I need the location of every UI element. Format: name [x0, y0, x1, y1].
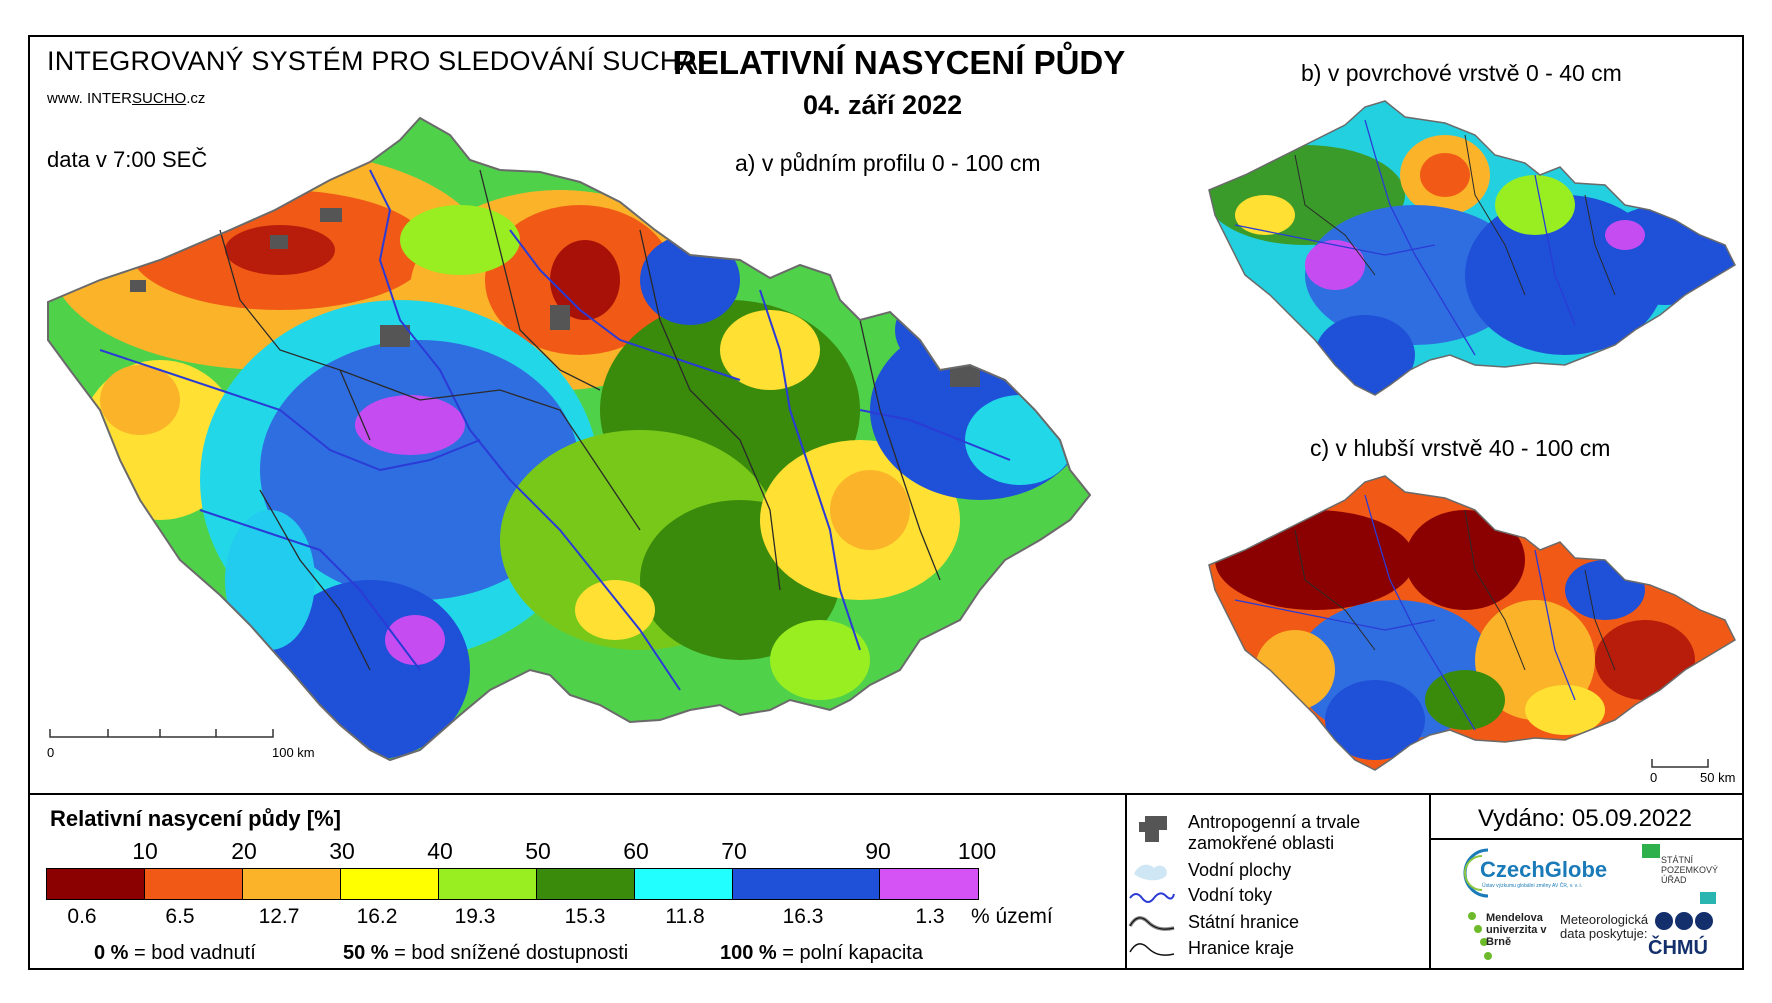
legend-swatch — [635, 869, 733, 899]
scale-bar-main — [49, 729, 274, 738]
legend-divider-vertical-2 — [1429, 795, 1431, 970]
rivers-label: Vodní toky — [1188, 885, 1273, 905]
mendel-logo-icon — [1468, 912, 1492, 960]
legend-divider — [28, 793, 1744, 795]
legend-tick: 90 — [865, 838, 891, 864]
state-border-icon — [1128, 916, 1175, 931]
map-date: 04. září 2022 — [803, 90, 963, 120]
legend-share: 12.7 — [258, 905, 300, 928]
data-time: data v 7:00 SEČ — [47, 147, 208, 172]
main-title: RELATIVNÍ NASYCENÍ PŮDY — [673, 44, 1126, 81]
system-title: INTEGROVANÝ SYSTÉM PRO SLEDOVÁNÍ SUCHA — [47, 46, 698, 76]
legend-swatch — [880, 869, 978, 899]
legend-tick: 30 — [329, 838, 355, 864]
legend-tick: 10 — [132, 838, 158, 864]
legend-explain-100: 100 % = polní kapacita — [720, 942, 923, 964]
scale-bar-small — [1651, 759, 1709, 768]
legend-swatch — [341, 869, 439, 899]
met-data-provider: Meteorologická data poskytuje: — [1560, 912, 1649, 941]
chmu-logo-icon — [1655, 912, 1713, 930]
legend-tick: 60 — [623, 838, 649, 864]
map-c-label: c) v hlubší vrstvě 40 - 100 cm — [1310, 435, 1611, 461]
state-border-label: Státní hranice — [1188, 912, 1300, 932]
spu-logo: STÁTNÍ POZEMKOVÝ ÚŘAD — [1661, 855, 1719, 885]
legend-title: Relativní nasycení půdy [%] — [50, 806, 341, 831]
mendel-logo: Mendelova univerzita v Brně — [1486, 912, 1547, 948]
issued-divider — [1429, 838, 1744, 840]
region-border-icon — [1129, 943, 1175, 956]
legend-share: 15.3 — [564, 905, 606, 928]
map-frame — [28, 35, 1744, 970]
legend-tick: 20 — [231, 838, 257, 864]
map-b-surface-0-40 — [1208, 100, 1736, 396]
legend-explain-50: 50 % = bod snížené dostupnosti — [343, 942, 629, 964]
water-bodies-label: Vodní plochy — [1188, 860, 1292, 880]
map-b-label: b) v povrchové vrstvě 0 - 40 cm — [1301, 60, 1622, 86]
scale-main-start: 0 — [47, 745, 55, 760]
legend-divider-vertical-1 — [1125, 795, 1127, 970]
water-bodies-icon — [1134, 864, 1167, 881]
map-c-deep-40-100 — [1208, 475, 1736, 771]
legend-tick: 70 — [721, 838, 747, 864]
legend-swatch — [439, 869, 537, 899]
rivers-icon — [1129, 892, 1175, 903]
scale-small-start: 0 — [1650, 770, 1658, 785]
legend-share: 16.2 — [356, 905, 398, 928]
region-border-label: Hranice kraje — [1188, 938, 1295, 958]
legend-share-unit: % území — [971, 905, 1053, 928]
chmu-logo: ČHMÚ — [1648, 937, 1708, 959]
legend-explain-0: 0 % = bod vadnutí — [94, 942, 256, 964]
legend-colorbar — [46, 868, 979, 900]
issued-date: Vydáno: 05.09.2022 — [1478, 805, 1692, 832]
legend-tick: 40 — [427, 838, 453, 864]
legend-swatch — [243, 869, 341, 899]
legend-share: 19.3 — [454, 905, 496, 928]
legend-tick: 100 — [957, 838, 997, 864]
map-a-label: a) v půdním profilu 0 - 100 cm — [735, 150, 1041, 176]
legend-swatch — [145, 869, 243, 899]
scale-main-end: 100 km — [272, 745, 315, 760]
website-link[interactable]: www. INTERSUCHO.cz — [47, 90, 206, 107]
czechglobe-subtitle: Ústav výzkumu globální změny AV ČR, v. v… — [1482, 883, 1583, 889]
legend-tick: 50 — [525, 838, 551, 864]
map-a-profile-0-100 — [47, 116, 1092, 762]
anthropogenic-symbol-icon — [1139, 816, 1167, 842]
legend-share: 0.6 — [67, 905, 97, 928]
legend-share: 6.5 — [165, 905, 195, 928]
scale-small-end: 50 km — [1700, 770, 1736, 785]
legend-swatch — [47, 869, 145, 899]
anthropogenic-label: Antropogenní a trvale zamokřené oblasti — [1188, 812, 1361, 853]
legend-share: 16.3 — [782, 905, 824, 928]
czechglobe-logo-icon — [1463, 848, 1489, 898]
legend-swatch — [537, 869, 635, 899]
map-a-state-border — [47, 116, 1092, 762]
czechglobe-logo: CzechGlobe — [1480, 857, 1608, 882]
legend-swatch — [733, 869, 880, 899]
legend-share: 11.8 — [665, 905, 705, 928]
spu-logo-icon — [1642, 844, 1716, 904]
legend-share: 1.3 — [915, 905, 945, 928]
